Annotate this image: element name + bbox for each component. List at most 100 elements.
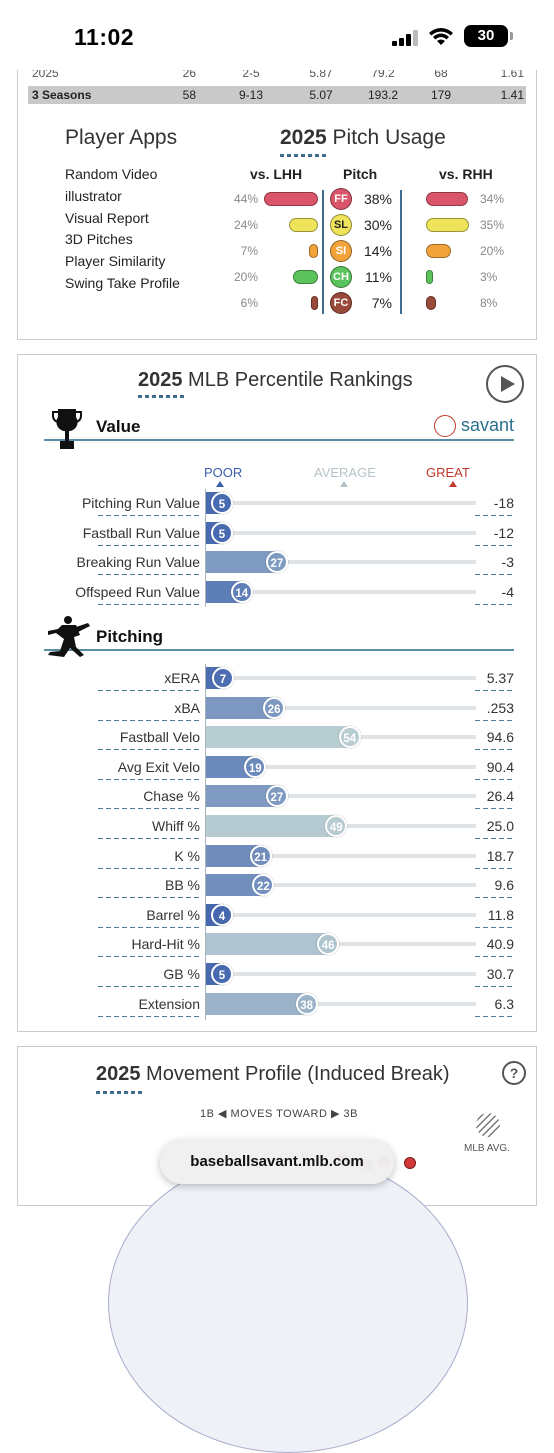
stat-season: 3 Seasons xyxy=(32,88,92,102)
cellular-signal-icon xyxy=(392,30,420,46)
row-divider xyxy=(475,749,513,751)
metric-name: Whiff % xyxy=(152,818,200,834)
metric-name: Chase % xyxy=(143,788,200,805)
percentile-row-k-[interactable]: K % 21 18.7 xyxy=(18,842,538,872)
pitcher-icon xyxy=(48,616,90,657)
app-link-random-video[interactable]: Random Video xyxy=(65,166,158,182)
stat-cell: 5.87 xyxy=(309,70,333,80)
percentile-circle: 54 xyxy=(338,726,361,749)
header-vs-lhh: vs. LHH xyxy=(250,166,303,182)
player-apps-list: Random Video illustrator Visual Report 3… xyxy=(65,164,180,295)
percentile-title-text: MLB Percentile Rankings xyxy=(182,369,413,391)
metric-value: 25.0 xyxy=(486,818,514,834)
metric-name: BB % xyxy=(164,877,200,894)
metric-value: -4 xyxy=(501,583,514,600)
percentile-row-xera[interactable]: xERA 7 5.37 xyxy=(18,664,538,694)
app-link-player-similarity[interactable]: Player Similarity xyxy=(65,253,166,270)
row-divider xyxy=(98,956,202,958)
row-divider xyxy=(475,719,513,721)
moves-mid: MOVES TOWARD xyxy=(230,1108,328,1120)
stats-row-2025: 2025 26 2-5 5.87 79.2 68 1.61 xyxy=(28,70,526,80)
metric-name: Fastball Run Value xyxy=(82,524,200,541)
percentile-row-chase-[interactable]: Chase % 27 26.4 xyxy=(18,782,538,812)
row-divider xyxy=(98,749,202,751)
percentile-fill xyxy=(206,874,266,897)
app-link-visual-report[interactable]: Visual Report xyxy=(65,209,149,226)
battery-icon: 30 xyxy=(464,25,508,47)
percentile-fill xyxy=(206,815,339,837)
scale-axis-line xyxy=(205,489,206,607)
title-underline xyxy=(96,1091,144,1094)
stat-cell: 79.2 xyxy=(371,70,395,80)
metric-value: 30.7 xyxy=(486,966,514,982)
percentile-track xyxy=(206,589,476,594)
row-divider xyxy=(98,778,202,780)
percentile-row-bb-[interactable]: BB % 22 9.6 xyxy=(18,871,538,901)
percentile-circle: 26 xyxy=(263,696,286,719)
stats-row-3-seasons: 3 Seasons 58 9-13 5.07 193.2 179 1.41 xyxy=(28,86,526,104)
percentile-track xyxy=(206,1001,476,1006)
moves-right: 3B xyxy=(343,1108,358,1120)
percentile-track xyxy=(206,705,476,710)
header-vs-rhh: vs. RHH xyxy=(439,166,493,182)
help-icon[interactable]: ? xyxy=(502,1061,526,1085)
scale-great-label: GREAT xyxy=(426,465,470,480)
percentile-circle: 5 xyxy=(211,492,233,514)
pitch-usage-row-fc: 6% FC 7% 8% xyxy=(218,291,518,317)
percentile-track xyxy=(206,912,476,917)
row-divider xyxy=(475,808,513,810)
metric-name: xBA xyxy=(174,699,200,716)
rhh-usage-bar xyxy=(426,296,436,310)
percentile-row-breaking-run-value[interactable]: Breaking Run Value 27 -3 xyxy=(18,548,538,578)
metric-name: Fastball Velo xyxy=(119,729,200,746)
percentile-circle: 5 xyxy=(211,521,233,544)
percentile-row-fastball-run-value[interactable]: Fastball Run Value 5 -12 xyxy=(18,519,538,549)
lhh-percent: 24% xyxy=(233,218,258,232)
percentile-row-avg-exit-velo[interactable]: Avg Exit Velo 19 90.4 xyxy=(18,753,538,783)
lhh-percent: 44% xyxy=(233,192,258,206)
percentile-circle: 5 xyxy=(211,963,233,985)
metric-value: -3 xyxy=(501,554,514,570)
movement-title: 2025 Movement Profile (Induced Break) xyxy=(96,1063,450,1086)
lhh-percent: 20% xyxy=(233,270,258,284)
percentile-row-fastball-velo[interactable]: Fastball Velo 54 94.6 xyxy=(18,723,538,753)
pitch-dot xyxy=(404,1157,416,1169)
app-link-illustrator[interactable]: illustrator xyxy=(65,187,122,204)
metric-name: xERA xyxy=(164,670,200,686)
row-divider xyxy=(98,926,202,928)
metric-name: Avg Exit Velo xyxy=(117,758,200,775)
pitch-percent: 38% xyxy=(363,191,392,207)
percentile-circle: 7 xyxy=(211,667,234,689)
status-bar: 11:02 30 xyxy=(0,0,554,70)
pitch-code-badge: SL xyxy=(330,214,352,236)
percentile-row-hard-hit-[interactable]: Hard-Hit % 46 40.9 xyxy=(18,930,538,960)
pitching-section-header: Pitching xyxy=(44,616,514,657)
percentile-row-whiff-[interactable]: Whiff % 49 25.0 xyxy=(18,812,538,842)
percentile-track xyxy=(206,794,476,799)
row-divider xyxy=(98,515,202,516)
percentile-row-gb-[interactable]: GB % 5 30.7 xyxy=(18,960,538,990)
stat-cell: 193.2 xyxy=(367,88,399,102)
metric-name: Pitching Run Value xyxy=(81,495,200,511)
app-link-swing-take-profile[interactable]: Swing Take Profile xyxy=(65,274,180,291)
percentile-row-pitching-run-value[interactable]: Pitching Run Value 5 -18 xyxy=(18,489,538,519)
percentile-track xyxy=(206,883,476,888)
row-divider xyxy=(98,719,202,721)
movement-year: 2025 xyxy=(96,1063,141,1085)
scale-poor-label: POOR xyxy=(204,465,243,480)
pitch-usage-title: 2025 Pitch Usage xyxy=(280,126,446,150)
header-pitch: Pitch xyxy=(343,166,378,182)
percentile-row-offspeed-run-value[interactable]: Offspeed Run Value 14 -4 xyxy=(18,578,538,608)
percentile-row-barrel-[interactable]: Barrel % 4 11.8 xyxy=(18,901,538,931)
app-link-3d-pitches[interactable]: 3D Pitches xyxy=(65,231,133,248)
percentile-circle: 4 xyxy=(211,903,233,926)
metric-name: Hard-Hit % xyxy=(131,936,200,953)
url-bar[interactable]: baseballsavant.mlb.com xyxy=(160,1140,394,1184)
usage-divider-left xyxy=(322,190,324,314)
percentile-row-xba[interactable]: xBA 26 .253 xyxy=(18,694,538,724)
stat-cell: 1.61 xyxy=(500,70,524,80)
percentile-rankings-card: 2025 MLB Percentile Rankings Value savan… xyxy=(17,354,537,1032)
play-button[interactable] xyxy=(486,365,524,403)
row-divider xyxy=(475,603,513,605)
percentile-row-extension[interactable]: Extension 38 6.3 xyxy=(18,990,538,1020)
